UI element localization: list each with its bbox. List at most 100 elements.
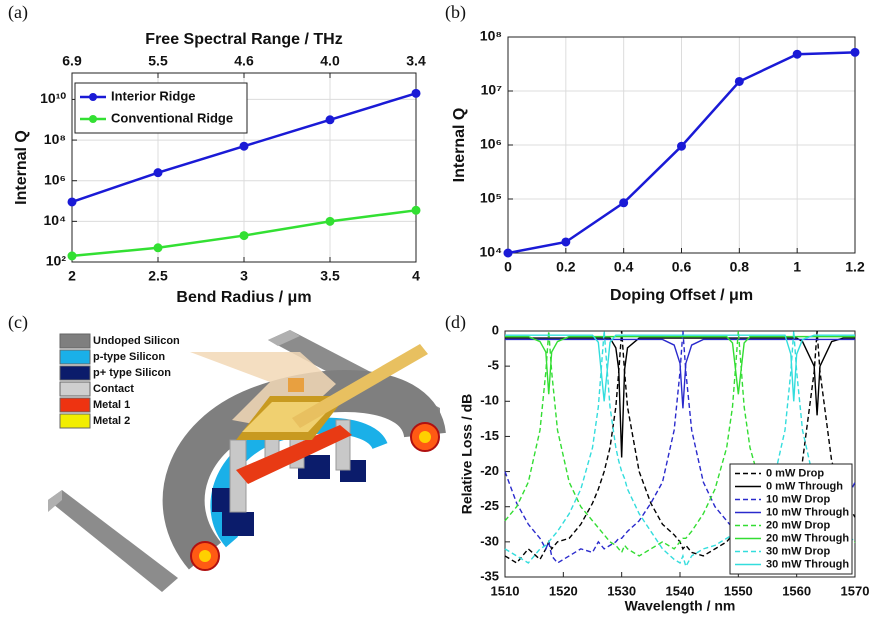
ring-end-core bbox=[419, 431, 431, 443]
x-tick-label: 0.2 bbox=[556, 259, 576, 275]
y-tick-label: -30 bbox=[480, 533, 499, 548]
legend-label: Undoped Silicon bbox=[93, 335, 180, 347]
y-tick-label: 10⁸ bbox=[480, 28, 502, 44]
plot-frame bbox=[71, 72, 417, 263]
x-tick-label: 1520 bbox=[549, 583, 578, 598]
panel-label: (c) bbox=[8, 312, 28, 333]
series-line bbox=[504, 330, 856, 569]
data-point bbox=[561, 237, 571, 247]
y-axis-label: Internal Q bbox=[13, 130, 30, 205]
panel-label: (a) bbox=[8, 2, 28, 23]
legend-label: 30 mW Drop bbox=[766, 545, 830, 557]
x-axis-label: Doping Offset / μm bbox=[610, 287, 753, 304]
data-point bbox=[677, 141, 686, 151]
legend-swatch bbox=[59, 397, 91, 413]
x-tick-label: 3 bbox=[240, 268, 248, 284]
data-point bbox=[325, 216, 335, 226]
metal-2-line bbox=[292, 344, 428, 428]
legend-swatch bbox=[59, 381, 91, 397]
x-tick-label: 1540 bbox=[666, 583, 695, 598]
legend-label: 30 mW Through bbox=[766, 558, 849, 570]
bus-waveguide-end bbox=[268, 330, 300, 346]
legend-label: Conventional Ridge bbox=[111, 110, 233, 125]
series-line bbox=[505, 337, 855, 458]
x-tick-label: 0 bbox=[504, 259, 512, 275]
legend-label: 20 mW Drop bbox=[766, 519, 830, 531]
y-tick-label: 10⁵ bbox=[480, 190, 502, 206]
x-tick-label: 1570 bbox=[841, 583, 870, 598]
y-tick-label: -20 bbox=[480, 463, 499, 478]
x-tick-label: 4 bbox=[412, 268, 420, 284]
legend-swatch bbox=[59, 333, 91, 349]
series-line bbox=[505, 338, 855, 409]
x-tick-label: 1.2 bbox=[845, 259, 865, 275]
data-point bbox=[734, 76, 744, 86]
data-point bbox=[67, 197, 77, 207]
y-tick-label: 10¹⁰ bbox=[40, 90, 66, 106]
legend-marker bbox=[89, 115, 97, 123]
legend-box bbox=[729, 463, 853, 575]
x-tick-label: 1530 bbox=[607, 583, 636, 598]
data-point bbox=[67, 251, 77, 261]
x2-tick-label: 4.0 bbox=[320, 53, 340, 69]
y-tick-label: 10⁶ bbox=[480, 136, 502, 152]
data-point bbox=[239, 231, 249, 241]
legend-label: p+ type Silicon bbox=[93, 367, 171, 379]
y-tick-label: 10⁶ bbox=[44, 171, 66, 187]
x-tick-label: 0.4 bbox=[614, 259, 634, 275]
data-point bbox=[850, 47, 860, 57]
legend-label: 0 mW Drop bbox=[766, 467, 824, 479]
y-tick-label: 10⁴ bbox=[44, 212, 67, 228]
legend-label: Contact bbox=[93, 383, 134, 395]
y-tick-label: -5 bbox=[487, 358, 499, 373]
legend-label: 10 mW Drop bbox=[766, 493, 830, 505]
x-tick-label: 0.6 bbox=[672, 259, 692, 275]
data-point bbox=[325, 115, 335, 125]
metal-1 bbox=[236, 425, 352, 484]
p-plus-region bbox=[222, 512, 254, 536]
x-tick-label: 1550 bbox=[724, 583, 753, 598]
legend-box bbox=[74, 82, 248, 134]
y-tick-label: 10⁴ bbox=[480, 244, 503, 260]
x2-tick-label: 5.5 bbox=[148, 53, 168, 69]
x-tick-label: 3.5 bbox=[320, 268, 340, 284]
data-point bbox=[792, 49, 802, 59]
x-tick-label: 1560 bbox=[782, 583, 811, 598]
via bbox=[288, 378, 304, 392]
y-tick-label: 10⁷ bbox=[481, 82, 503, 98]
legend-label: p-type Silicon bbox=[93, 351, 165, 363]
y-tick-label: -10 bbox=[480, 393, 499, 408]
x-tick-label: 1 bbox=[793, 259, 801, 275]
device-illustration bbox=[48, 330, 446, 592]
legend-marker bbox=[89, 93, 97, 101]
x2-tick-label: 3.4 bbox=[406, 53, 426, 69]
data-point bbox=[411, 88, 421, 98]
data-point bbox=[153, 168, 163, 178]
x2-tick-label: 4.6 bbox=[234, 53, 254, 69]
data-point bbox=[503, 248, 513, 258]
panel-label: (d) bbox=[445, 312, 466, 333]
legend-label: 20 mW Through bbox=[766, 532, 849, 544]
y-tick-label: -15 bbox=[480, 428, 499, 443]
x-tick-label: 2 bbox=[68, 268, 76, 284]
x2-axis-label: Free Spectral Range / THz bbox=[145, 31, 342, 48]
legend-label: Metal 2 bbox=[93, 415, 130, 427]
legend-label: Interior Ridge bbox=[111, 88, 196, 103]
ring-end-core bbox=[199, 550, 211, 562]
legend-swatch bbox=[59, 413, 91, 429]
y-tick-label: -35 bbox=[480, 568, 499, 583]
y-tick-label: 10² bbox=[46, 253, 67, 269]
data-point bbox=[619, 198, 629, 208]
series-line bbox=[504, 330, 856, 564]
panel-label: (b) bbox=[445, 2, 466, 23]
y-tick-label: 10⁸ bbox=[44, 131, 66, 147]
plot-frame bbox=[504, 330, 856, 578]
data-point bbox=[239, 141, 249, 151]
x-tick-label: 0.8 bbox=[730, 259, 750, 275]
bus-waveguide bbox=[48, 490, 178, 592]
y-axis-label: Relative Loss / dB bbox=[459, 394, 475, 515]
y-axis-label: Internal Q bbox=[451, 108, 468, 183]
x2-tick-label: 6.9 bbox=[62, 53, 82, 69]
series-line bbox=[505, 334, 855, 402]
